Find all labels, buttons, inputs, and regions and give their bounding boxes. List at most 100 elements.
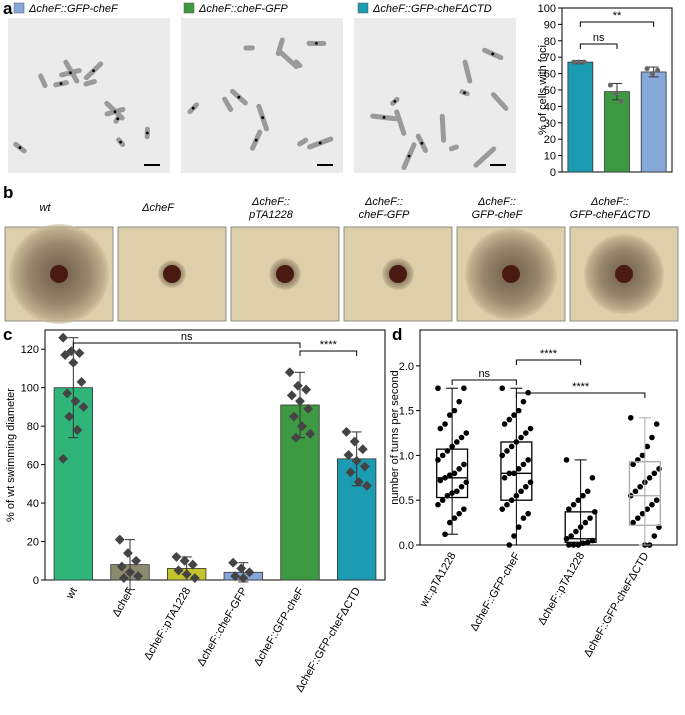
data-point <box>504 501 510 508</box>
micrograph <box>8 18 170 173</box>
significance-label: ** <box>613 10 622 22</box>
focus <box>315 41 318 45</box>
data-point <box>525 510 531 517</box>
data-point <box>463 479 470 486</box>
box <box>436 448 469 499</box>
data-point <box>435 385 441 392</box>
data-point <box>632 488 639 495</box>
data-point <box>343 450 354 460</box>
y-tick-label: 20 <box>544 134 556 146</box>
focus <box>113 110 117 114</box>
data-point <box>499 385 506 392</box>
data-point <box>351 455 362 466</box>
cell <box>83 79 97 87</box>
data-point <box>607 82 613 88</box>
data-point <box>353 476 364 487</box>
data-point <box>357 444 368 455</box>
data-point <box>288 411 299 422</box>
y-tick-label: 0 <box>33 575 39 587</box>
data-point <box>451 515 458 521</box>
legend-swatch <box>13 2 25 14</box>
data-point <box>618 98 624 104</box>
data-point <box>520 461 527 468</box>
data-point <box>187 559 198 570</box>
data-point <box>442 421 448 427</box>
data-point <box>286 390 297 401</box>
data-point <box>655 67 661 73</box>
data-point <box>518 434 524 441</box>
cell <box>490 92 509 111</box>
y-axis-label: % of wt swimming diameter <box>5 388 17 522</box>
y-tick-label: 1.0 <box>399 450 414 462</box>
data-point <box>506 542 513 548</box>
data-point <box>301 384 312 395</box>
data-point <box>437 477 444 484</box>
data-point <box>522 430 529 436</box>
y-axis-label: % of cells with foci <box>537 45 549 135</box>
data-point <box>653 497 660 504</box>
y-tick-label: 40 <box>27 498 39 510</box>
data-point <box>76 376 87 387</box>
data-point <box>458 483 465 490</box>
plate-label: ΔcheF:: <box>251 196 290 208</box>
data-point <box>570 501 577 508</box>
focus <box>119 140 123 144</box>
data-point <box>173 565 184 576</box>
data-point <box>644 506 651 512</box>
data-point <box>230 571 241 582</box>
legend-label: ΔcheF::cheF-GFP <box>198 3 288 15</box>
data-point <box>527 479 534 486</box>
data-point <box>656 466 662 472</box>
data-point <box>501 475 508 481</box>
data-point <box>345 467 356 478</box>
data-point <box>123 548 133 559</box>
data-point <box>290 432 301 443</box>
plot-frame <box>419 329 678 546</box>
significance-label: **** <box>572 381 590 393</box>
data-point <box>649 71 655 77</box>
significance-bracket <box>515 359 582 365</box>
data-point <box>506 416 513 423</box>
data-point <box>439 452 446 459</box>
panel-label: c <box>3 325 12 344</box>
x-tick-label: wt <box>64 586 80 602</box>
data-point <box>627 414 634 421</box>
y-tick-label: 100 <box>21 383 39 395</box>
micrograph <box>354 18 516 173</box>
plate-label: pTA1228 <box>248 209 294 221</box>
data-point <box>525 457 531 463</box>
significance-label: ns <box>593 32 605 44</box>
data-point <box>587 515 593 521</box>
x-tick-label: ΔcheF::GFP-cheFΔCTD <box>294 585 364 694</box>
data-point <box>461 506 467 512</box>
y-tick-label: 40 <box>544 101 556 113</box>
y-tick-label: 0.5 <box>399 495 414 507</box>
colony <box>615 265 633 283</box>
data-point <box>570 542 577 548</box>
data-point <box>504 448 510 454</box>
focus <box>393 99 397 103</box>
cell <box>38 73 48 89</box>
y-tick-label: 90 <box>544 19 556 31</box>
data-point <box>74 348 85 359</box>
cell <box>394 109 407 136</box>
data-point <box>116 561 127 572</box>
y-tick-label: 1.5 <box>399 406 414 418</box>
cell <box>439 113 447 143</box>
x-tick-label: wt::pTA1228 <box>417 551 458 611</box>
box <box>500 441 533 501</box>
y-tick-label: 80 <box>27 421 39 433</box>
data-point <box>651 470 658 477</box>
cell <box>277 48 299 70</box>
data-point <box>284 367 295 378</box>
data-point <box>651 533 658 539</box>
data-point <box>522 483 529 490</box>
data-point <box>584 488 591 495</box>
data-point <box>458 434 465 441</box>
legend-swatch <box>183 2 195 14</box>
focus <box>92 69 95 73</box>
error-bar <box>68 337 79 439</box>
x-tick-label: ΔcheF::pTA1228 <box>142 586 193 663</box>
plate-label: GFP-cheFΔCTD <box>570 209 651 221</box>
